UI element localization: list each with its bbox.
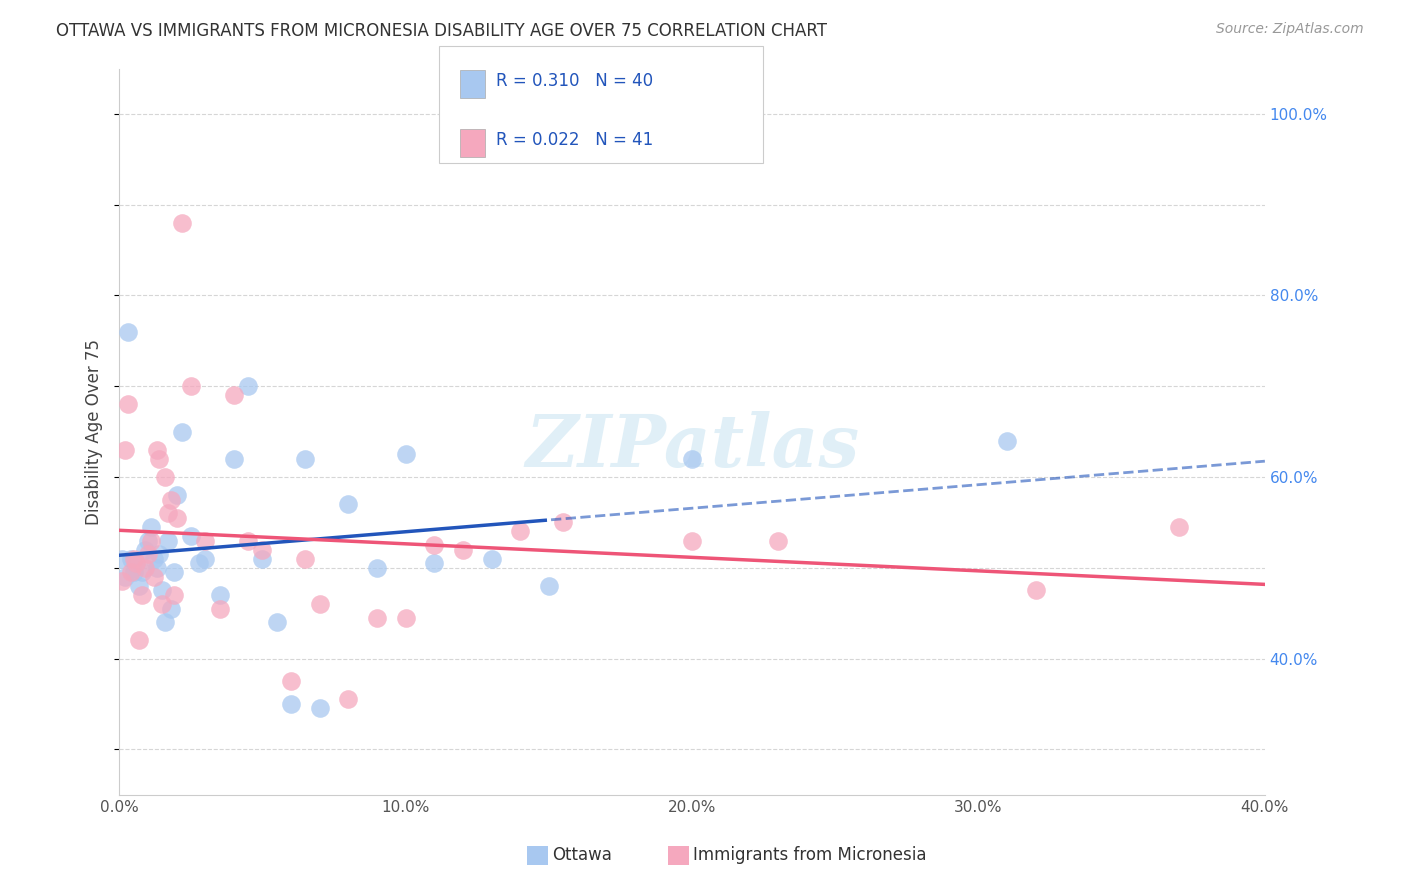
Point — [308, 701, 330, 715]
Point — [153, 615, 176, 630]
Point — [294, 551, 316, 566]
Point — [423, 556, 446, 570]
Point — [280, 697, 302, 711]
Point — [114, 442, 136, 457]
Point — [423, 538, 446, 552]
Point — [366, 561, 388, 575]
Point — [163, 566, 186, 580]
Point — [111, 551, 134, 566]
Point — [128, 633, 150, 648]
Point — [481, 551, 503, 566]
Point — [172, 216, 194, 230]
Point — [136, 533, 159, 548]
Point — [208, 601, 231, 615]
Point — [120, 551, 142, 566]
Point — [337, 497, 360, 511]
Point — [131, 588, 153, 602]
Point — [117, 397, 139, 411]
Point — [136, 547, 159, 561]
Point — [395, 610, 418, 624]
Point — [122, 551, 145, 566]
Point — [125, 556, 148, 570]
Point — [120, 566, 142, 580]
Point — [252, 551, 274, 566]
Point — [111, 574, 134, 589]
Point — [117, 325, 139, 339]
Point — [252, 542, 274, 557]
Point — [236, 533, 259, 548]
Point — [280, 674, 302, 689]
Point — [194, 551, 217, 566]
Text: R = 0.022   N = 41: R = 0.022 N = 41 — [496, 131, 654, 149]
Point — [139, 533, 162, 548]
Y-axis label: Disability Age Over 75: Disability Age Over 75 — [86, 339, 103, 524]
Point — [236, 379, 259, 393]
Point — [366, 610, 388, 624]
Point — [509, 524, 531, 539]
Point — [114, 570, 136, 584]
Point — [180, 379, 202, 393]
Text: OTTAWA VS IMMIGRANTS FROM MICRONESIA DISABILITY AGE OVER 75 CORRELATION CHART: OTTAWA VS IMMIGRANTS FROM MICRONESIA DIS… — [56, 22, 827, 40]
Point — [222, 388, 245, 402]
Point — [145, 561, 167, 575]
Point — [163, 588, 186, 602]
Point — [1168, 520, 1191, 534]
Point — [537, 579, 560, 593]
Point — [148, 451, 170, 466]
Text: Ottawa: Ottawa — [553, 847, 613, 864]
Text: Immigrants from Micronesia: Immigrants from Micronesia — [693, 847, 927, 864]
Point — [139, 520, 162, 534]
Point — [166, 488, 188, 502]
Text: ZIPatlas: ZIPatlas — [524, 410, 859, 482]
Point — [337, 692, 360, 706]
Point — [681, 533, 703, 548]
Point — [145, 442, 167, 457]
Text: R = 0.310   N = 40: R = 0.310 N = 40 — [496, 72, 654, 90]
Point — [194, 533, 217, 548]
Point — [294, 451, 316, 466]
Point — [308, 597, 330, 611]
Point — [156, 533, 179, 548]
Point — [153, 470, 176, 484]
Point — [159, 601, 181, 615]
Point — [766, 533, 789, 548]
Point — [166, 511, 188, 525]
Point — [451, 542, 474, 557]
Point — [134, 542, 156, 557]
Text: Source: ZipAtlas.com: Source: ZipAtlas.com — [1216, 22, 1364, 37]
Point — [131, 566, 153, 580]
Point — [995, 434, 1018, 448]
Point — [150, 597, 173, 611]
Point — [266, 615, 288, 630]
Point — [128, 579, 150, 593]
Point — [1025, 583, 1047, 598]
Point — [122, 566, 145, 580]
Point — [134, 561, 156, 575]
Point — [125, 556, 148, 570]
Point — [172, 425, 194, 439]
Point — [188, 556, 211, 570]
Point — [142, 570, 165, 584]
Point — [395, 447, 418, 461]
Point — [180, 529, 202, 543]
Point — [150, 583, 173, 598]
Point — [156, 506, 179, 520]
Point — [159, 492, 181, 507]
Point — [222, 451, 245, 466]
Point — [553, 516, 575, 530]
Point — [148, 547, 170, 561]
Point — [208, 588, 231, 602]
Point — [142, 551, 165, 566]
Point — [681, 451, 703, 466]
